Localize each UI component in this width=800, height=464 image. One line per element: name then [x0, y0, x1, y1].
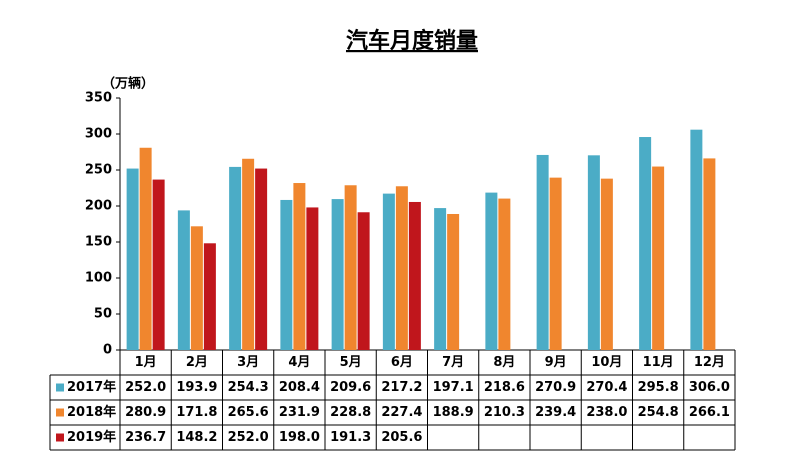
bar [344, 185, 357, 350]
bar [139, 147, 152, 350]
table-value: 270.9 [535, 380, 576, 395]
table-value: 208.4 [279, 380, 320, 395]
table-value: 191.3 [330, 430, 371, 445]
x-tick-label: 7月 [442, 355, 464, 370]
x-tick-label: 1月 [135, 355, 157, 370]
table-value: 198.0 [279, 430, 320, 445]
x-tick-label: 3月 [237, 355, 259, 370]
bar [703, 158, 716, 350]
table-value: 193.9 [176, 380, 217, 395]
legend-label: 2019年 [67, 429, 116, 445]
bar [434, 208, 447, 350]
table-value: 227.4 [381, 405, 422, 420]
y-tick-label: 300 [85, 127, 112, 142]
table-value: 295.8 [638, 380, 679, 395]
bar [203, 243, 216, 350]
x-tick-label: 10月 [591, 355, 622, 370]
bar [190, 226, 203, 350]
table-value: 218.6 [484, 380, 525, 395]
bar [587, 155, 600, 350]
x-tick-label: 4月 [288, 355, 310, 370]
table-value: 254.8 [638, 405, 679, 420]
table-value: 270.4 [586, 380, 627, 395]
bar [639, 137, 652, 350]
chart-title: 汽车月度销量 [346, 28, 478, 54]
bar [447, 213, 460, 350]
y-tick-label: 350 [85, 91, 112, 106]
bar [280, 199, 293, 350]
bar [485, 192, 498, 350]
table-value: 205.6 [381, 430, 422, 445]
table-value: 236.7 [125, 430, 166, 445]
table-value: 209.6 [330, 380, 371, 395]
bar [126, 168, 139, 350]
table-value: 239.4 [535, 405, 576, 420]
x-tick-label: 5月 [340, 355, 362, 370]
x-tick-label: 11月 [643, 355, 674, 370]
bar [152, 179, 165, 350]
table-value: 252.0 [228, 430, 269, 445]
x-tick-label: 12月 [694, 355, 725, 370]
legend-label: 2017年 [67, 379, 116, 395]
bar [331, 199, 344, 350]
bar [306, 207, 319, 350]
table-value: 252.0 [125, 380, 166, 395]
table-value: 171.8 [176, 405, 217, 420]
x-tick-label: 6月 [391, 355, 413, 370]
bar [357, 212, 370, 350]
legend-swatch [56, 408, 64, 417]
x-tick-label: 9月 [545, 355, 567, 370]
table-value: 188.9 [433, 405, 474, 420]
table-value: 228.8 [330, 405, 371, 420]
bar [408, 201, 421, 350]
bar [395, 186, 408, 350]
table-value: 266.1 [689, 405, 730, 420]
x-tick-label: 8月 [493, 355, 515, 370]
bar [242, 158, 255, 350]
bar [498, 198, 511, 350]
table-value: 254.3 [228, 380, 269, 395]
bar [600, 178, 613, 350]
bar [229, 166, 242, 350]
y-tick-label: 150 [85, 235, 112, 250]
y-tick-label: 50 [94, 307, 112, 322]
table-value: 265.6 [228, 405, 269, 420]
bar [255, 168, 268, 350]
y-tick-label: 100 [85, 271, 112, 286]
table-value: 197.1 [433, 380, 474, 395]
table-value: 231.9 [279, 405, 320, 420]
bar [177, 210, 190, 350]
y-tick-label: 250 [85, 163, 112, 178]
table-value: 148.2 [176, 430, 217, 445]
legend-swatch [56, 383, 64, 392]
bar [549, 177, 562, 350]
bar [652, 166, 665, 350]
bar [382, 193, 395, 350]
legend-label: 2018年 [67, 404, 116, 420]
y-tick-label: 0 [103, 343, 112, 358]
legend-swatch [56, 433, 64, 442]
y-tick-label: 200 [85, 199, 112, 214]
table-value: 280.9 [125, 405, 166, 420]
table-value: 210.3 [484, 405, 525, 420]
table-value: 217.2 [381, 380, 422, 395]
bar [536, 154, 549, 350]
x-tick-label: 2月 [186, 355, 208, 370]
table-value: 306.0 [689, 380, 730, 395]
y-axis-unit: （万辆） [102, 76, 154, 92]
table-value: 238.0 [586, 405, 627, 420]
bar [293, 183, 306, 350]
bar [690, 129, 703, 350]
